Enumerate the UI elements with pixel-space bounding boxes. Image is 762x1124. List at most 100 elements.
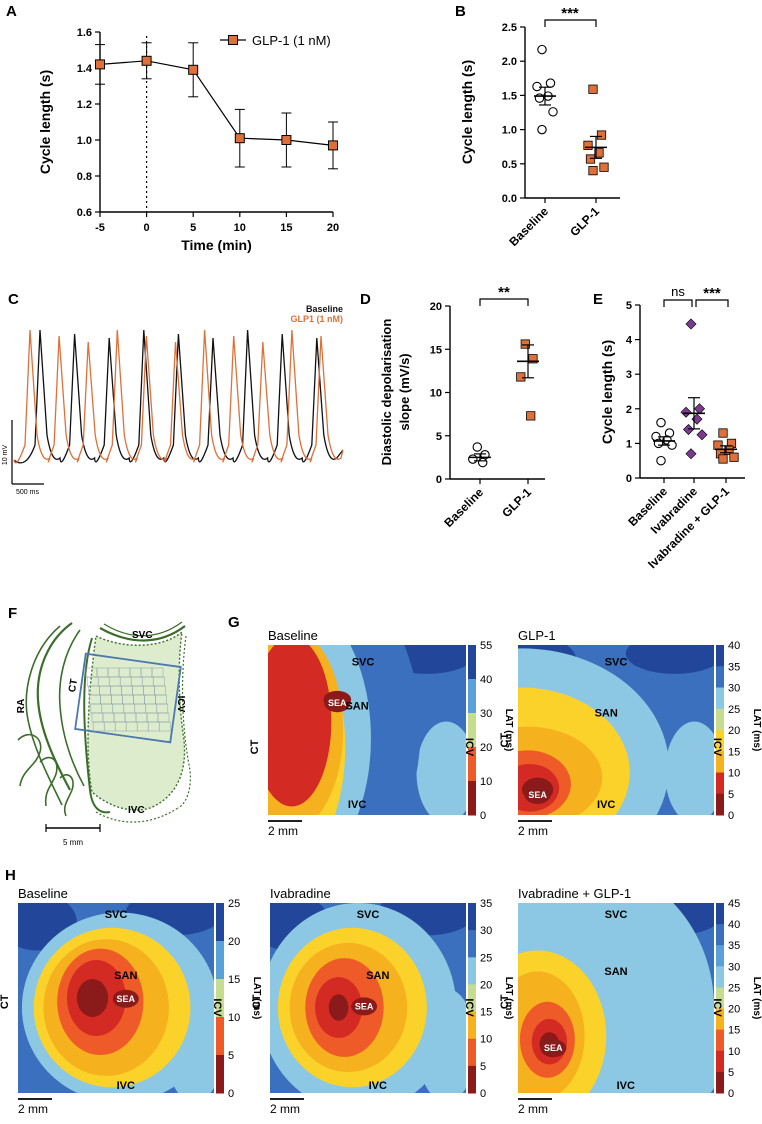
chart-e-data-point — [680, 406, 692, 418]
colorbar-tick-label: 5 — [480, 1061, 486, 1073]
e-significance-ns: ns — [671, 284, 685, 299]
a-legend-marker — [228, 35, 238, 45]
map-label-svc: SVC — [357, 909, 380, 921]
chart-d-data-point — [520, 339, 530, 349]
colorbar-label: LAT (ms) — [503, 977, 514, 1020]
activation-map-h1: Baseline 25 20 15 10 5 0 LAT (ms) SVC SAN SEA CT ICV… — [0, 886, 262, 1116]
colorbar-tick-label: 15 — [228, 974, 240, 986]
chart-b-y-tick-label: 0.5 — [502, 159, 517, 171]
chart-b-data-point — [585, 154, 596, 164]
colorbar-segment — [716, 1008, 724, 1031]
chart-e-data-point — [718, 428, 728, 438]
colorbar-tick-label: 25 — [728, 704, 740, 716]
colorbar-tick-label: 20 — [228, 936, 240, 948]
electrode-cell — [158, 721, 171, 732]
chart-b-y-tick-label: 0.0 — [502, 193, 517, 205]
colorbar-tick-label: 15 — [728, 746, 740, 758]
icv-outline — [177, 635, 191, 809]
map-label-san: SAN — [114, 970, 137, 982]
colorbar-tick-label: 30 — [728, 683, 740, 695]
colorbar-tick-label: 5 — [728, 1067, 734, 1079]
b-y-label: Cycle length (s) — [459, 60, 475, 164]
a-x-tick-label: 10 — [234, 222, 246, 234]
map-scale-label: 2 mm — [518, 824, 548, 838]
chart-e-data-point — [656, 455, 666, 466]
d-y-label-line2: slope (mV/s) — [397, 353, 412, 430]
colorbar-tick-label: 10 — [728, 1046, 740, 1058]
chart-d-data-point — [526, 411, 536, 421]
a-y-tick-label: 0.8 — [77, 171, 92, 183]
d-y-label-line1: Diastolic depolarisation — [379, 319, 394, 466]
map-label-ct: CT — [0, 994, 11, 1009]
colorbar-tick-label: 10 — [480, 1034, 492, 1046]
panel-label-g: G — [228, 614, 240, 631]
map-contour — [268, 645, 332, 807]
a-x-tick-label: 5 — [190, 222, 196, 234]
chart-e-data-point — [729, 452, 739, 462]
map-title: Baseline — [18, 886, 68, 901]
chart-b-data-point — [594, 148, 604, 158]
map-label-sea: SEA — [117, 994, 136, 1004]
colorbar-tick-label: 0 — [228, 1088, 234, 1100]
electrode-grid — [85, 667, 171, 732]
colorbar-segment — [216, 979, 224, 1018]
chart-d-y-tick-label: 0 — [436, 474, 442, 486]
map-field — [518, 903, 714, 1093]
panel-f-anatomy: SVC RA CT ICV IVC 5 mm — [16, 621, 191, 847]
map-label-icv: ICV — [463, 738, 475, 757]
chart-b-x-tick-label: Baseline — [506, 204, 551, 249]
f-label-svc: SVC — [132, 630, 153, 641]
c-legend-glp1: GLP1 (1 nM) — [290, 314, 343, 324]
colorbar-segment — [716, 666, 724, 688]
map-label-sea: SEA — [355, 1001, 374, 1011]
colorbar-segment — [468, 679, 476, 714]
chart-b-y-tick-label: 2.0 — [502, 56, 517, 68]
colorbar-segment — [468, 713, 476, 748]
colorbar-segment — [716, 924, 724, 946]
f-label-ct: CT — [67, 678, 80, 693]
chart-b-data-point — [537, 44, 547, 55]
colorbar-segment — [716, 687, 724, 710]
map-label-svc: SVC — [605, 909, 628, 921]
tissue-region — [87, 630, 186, 811]
a-y-tick-label: 1.4 — [77, 63, 93, 75]
a-x-tick-label: -5 — [95, 222, 105, 234]
colorbar-segment — [468, 984, 476, 1013]
colorbar-tick-label: 25 — [228, 898, 240, 910]
a-x-tick-label: 20 — [327, 222, 339, 234]
a-data-point — [188, 64, 199, 75]
colorbar-tick-label: 5 — [228, 1050, 234, 1062]
a-data-point — [234, 133, 245, 144]
activation-map-h2: Ivabradine 35 30 25 20 15 10 5 0 LAT (ms) SVC SAN SE… — [251, 886, 514, 1116]
a-x-label: Time (min) — [181, 237, 252, 253]
colorbar-tick-label: 35 — [728, 661, 740, 673]
colorbar-segment — [716, 730, 724, 752]
colorbar-tick-label: 0 — [480, 810, 486, 822]
colorbar-segment — [468, 903, 476, 931]
map-label-icv: ICV — [711, 998, 723, 1017]
panel-label-b: B — [455, 3, 466, 20]
activation-map-g2: GLP-1 40 35 30 25 20 15 10 5 0 LAT (ms) SVC SAN SEA CT… — [499, 628, 762, 838]
activation-map-h3: Ivabradine + GLP-1 45 40 35 30 25 20 15 10 5 0 LAT … — [499, 886, 762, 1116]
colorbar-segment — [716, 772, 724, 795]
panel-label-f: F — [8, 605, 17, 622]
colorbar-tick-label: 30 — [480, 708, 492, 720]
pectinate-2 — [39, 756, 58, 807]
colorbar-tick-label: 40 — [728, 919, 740, 931]
map-scale-label: 2 mm — [268, 824, 298, 838]
a-y-tick-label: 1.6 — [77, 27, 92, 39]
a-y-label: Cycle length (s) — [37, 70, 53, 174]
a-series-line — [99, 60, 334, 146]
trace-glp1 — [13, 329, 344, 464]
colorbar-segment — [216, 1055, 224, 1094]
chart-d-x-tick-label: GLP-1 — [499, 485, 534, 520]
map-label-sea: SEA — [544, 1043, 563, 1053]
map-label-ct: CT — [251, 994, 263, 1009]
a-data-point — [328, 140, 338, 151]
chart-d-data-point — [472, 442, 483, 452]
chart-d-data-point — [528, 354, 538, 364]
colorbar-label: LAT (ms) — [751, 709, 762, 752]
